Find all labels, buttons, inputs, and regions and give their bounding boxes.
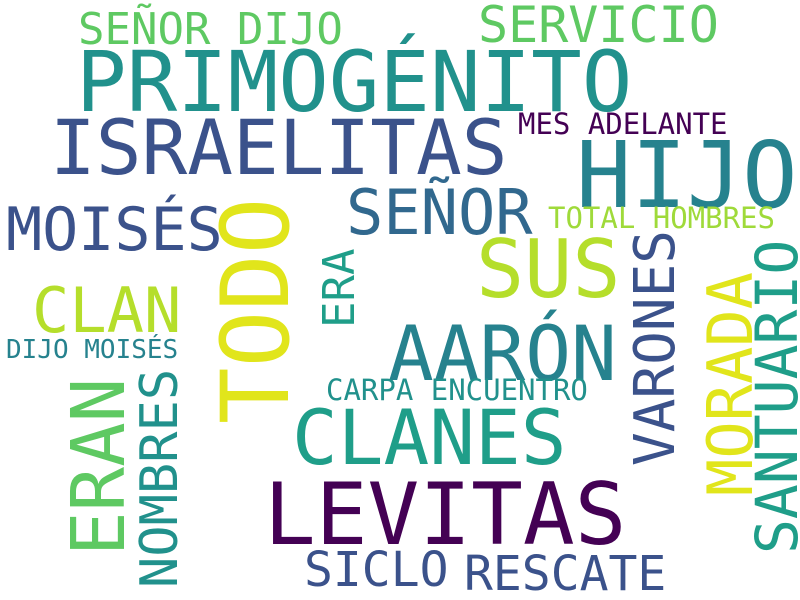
word-siclo: SICLO (304, 542, 449, 598)
word-todo: TODO (202, 197, 311, 424)
word-hijo: HIJO (576, 122, 798, 229)
word-varones: VARONES (623, 229, 688, 466)
word-senor: SEÑOR (346, 176, 533, 249)
word-carpa-encuentro: CARPA ENCUENTRO (326, 373, 588, 407)
word-israelitas: ISRAELITAS (50, 103, 508, 192)
word-servicio: SERVICIO (478, 0, 719, 54)
word-primogenito: PRIMOGÉNITO (76, 33, 633, 131)
word-levitas: LEVITAS (264, 465, 627, 565)
word-eran: ERAN (56, 377, 142, 556)
word-santuario: SANTUARIO (743, 239, 800, 554)
word-nombres: NOMBRES (130, 368, 190, 588)
word-total-hombres: TOTAL HOMBRES (548, 201, 775, 235)
word-senor-dijo: SEÑOR DIJO (78, 4, 343, 55)
word-sus: SUS (476, 223, 621, 316)
word-era: ERA (314, 248, 365, 328)
word-clan: CLAN (32, 274, 182, 347)
word-clanes: CLANES (292, 393, 567, 482)
word-rescate: RESCATE (464, 546, 667, 600)
word-mes-adelante: MES ADELANTE (518, 107, 728, 141)
word-dijo-moises: DIJO MOISÉS (6, 335, 179, 365)
word-aaron: AARÓN (388, 309, 617, 398)
word-moises: MOISÉS (6, 195, 223, 265)
